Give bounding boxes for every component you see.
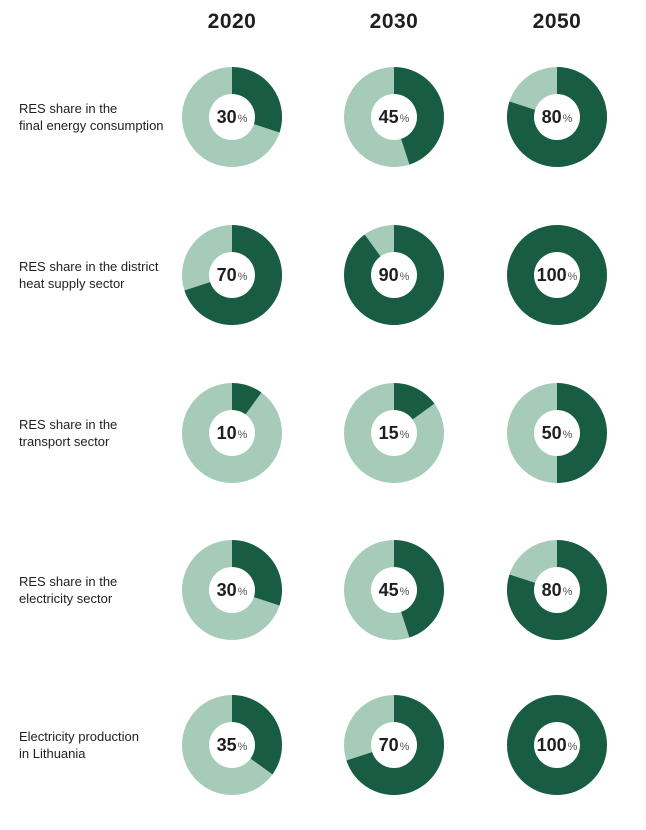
year-header-2020: 2020 (207, 10, 257, 33)
row-label-line: in Lithuania (19, 746, 86, 761)
donut-2030: 90% (344, 225, 444, 325)
donut-svg (507, 383, 607, 483)
donut-hole (371, 252, 417, 298)
value-slice (557, 383, 607, 483)
donut-hole (534, 567, 580, 613)
year-header-2050: 2050 (532, 10, 582, 33)
donut-2050: 100% (507, 225, 607, 325)
donut-svg (344, 695, 444, 795)
donut-2050: 50% (507, 383, 607, 483)
donut-hole (209, 567, 255, 613)
row-label: RES share in the district heat supply sec… (19, 258, 179, 292)
donut-svg (507, 225, 607, 325)
value-slice (394, 540, 444, 638)
row-label-line: RES share in the district (19, 259, 159, 274)
row-label-line: RES share in the (19, 574, 118, 589)
donut-hole (371, 567, 417, 613)
donut-svg (182, 225, 282, 325)
donut-hole (534, 94, 580, 140)
donut-2050: 80% (507, 540, 607, 640)
row-label-line: electricity sector (19, 591, 113, 606)
donut-svg (182, 540, 282, 640)
donut-2020: 10% (182, 383, 282, 483)
donut-2030: 45% (344, 67, 444, 167)
donut-hole (534, 722, 580, 768)
value-slice (232, 695, 282, 775)
donut-hole (209, 252, 255, 298)
row-label-line: heat supply sector (19, 276, 125, 291)
donut-hole (371, 410, 417, 456)
row-label-line: Electricity production (19, 729, 139, 744)
donut-hole (534, 410, 580, 456)
donut-svg (182, 383, 282, 483)
donut-svg (507, 695, 607, 795)
donut-hole (209, 94, 255, 140)
donut-2030: 15% (344, 383, 444, 483)
donut-svg (507, 67, 607, 167)
row-label: RES share in the electricity sector (19, 573, 179, 607)
row-label-line: RES share in the (19, 417, 118, 432)
donut-2030: 70% (344, 695, 444, 795)
donut-hole (209, 410, 255, 456)
row-label-line: final energy consumption (19, 118, 164, 133)
donut-2020: 30% (182, 540, 282, 640)
donut-svg (507, 540, 607, 640)
donut-hole (534, 252, 580, 298)
donut-2030: 45% (344, 540, 444, 640)
donut-2020: 30% (182, 67, 282, 167)
row-label: Electricity production in Lithuania (19, 728, 179, 762)
donut-hole (371, 94, 417, 140)
row-label: RES share in the transport sector (19, 416, 179, 450)
row-label-line: RES share in the (19, 101, 118, 116)
donut-2050: 80% (507, 67, 607, 167)
donut-2020: 70% (182, 225, 282, 325)
donut-svg (182, 67, 282, 167)
row-label-line: transport sector (19, 434, 110, 449)
donut-svg (182, 695, 282, 795)
donut-svg (344, 67, 444, 167)
year-header-2030: 2030 (369, 10, 419, 33)
donut-2050: 100% (507, 695, 607, 795)
donut-svg (344, 540, 444, 640)
value-slice (394, 67, 444, 165)
donut-hole (209, 722, 255, 768)
donut-svg (344, 383, 444, 483)
donut-2020: 35% (182, 695, 282, 795)
donut-svg (344, 225, 444, 325)
row-label: RES share in the final energy consumption (19, 100, 179, 134)
donut-hole (371, 722, 417, 768)
